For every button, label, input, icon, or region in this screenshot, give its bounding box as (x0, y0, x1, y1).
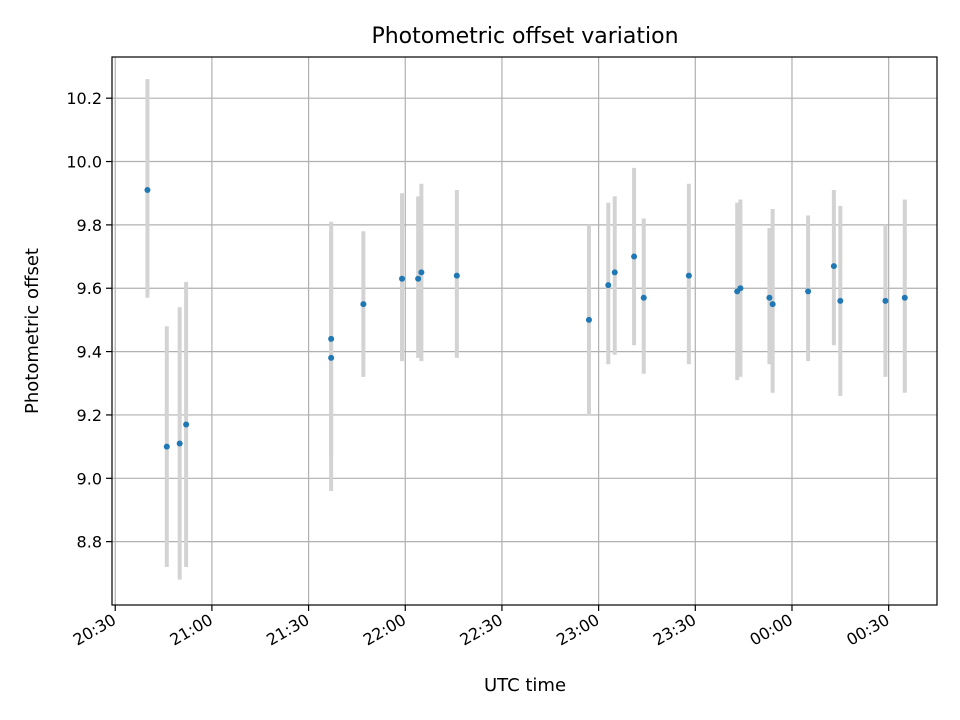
y-axis-ticks: 8.8 9.0 9.2 9.4 9.6 9.8 10.0 10.2 (66, 89, 112, 552)
data-point (882, 297, 889, 304)
data-point (328, 354, 335, 361)
grid (112, 57, 937, 605)
data-point (685, 272, 692, 279)
data-point (176, 440, 183, 447)
data-point (399, 275, 406, 282)
plot-frame (111, 56, 938, 606)
data-point (837, 297, 844, 304)
y-tick-label: 9.2 (77, 406, 102, 425)
data-point (805, 288, 812, 295)
x-axis-label: UTC time (484, 675, 566, 696)
data-point (640, 294, 647, 301)
y-tick-label: 8.8 (77, 533, 102, 552)
data-point (415, 275, 422, 282)
data-point (453, 272, 460, 279)
y-tick-label: 9.4 (77, 343, 102, 362)
y-tick-label: 9.6 (77, 279, 102, 298)
chart-title: Photometric offset variation (371, 24, 678, 49)
data-point (585, 316, 592, 323)
data-point (144, 187, 151, 194)
y-tick-label: 9.8 (77, 216, 102, 235)
data-point (631, 253, 638, 260)
data-point (830, 263, 837, 270)
data-point (611, 269, 618, 276)
y-tick-label: 9.0 (77, 469, 102, 488)
data-points (144, 187, 908, 450)
data-point (183, 421, 190, 428)
y-tick-label: 10.2 (66, 89, 102, 108)
data-point (328, 335, 335, 342)
data-point (769, 301, 776, 308)
y-axis-label: Photometric offset (22, 248, 43, 414)
data-point (901, 294, 908, 301)
data-point (605, 282, 612, 289)
data-point (418, 269, 425, 276)
data-point (163, 443, 170, 450)
data-point (766, 294, 773, 301)
data-point (737, 285, 744, 292)
y-tick-label: 10.0 (66, 153, 102, 172)
data-point (360, 301, 367, 308)
